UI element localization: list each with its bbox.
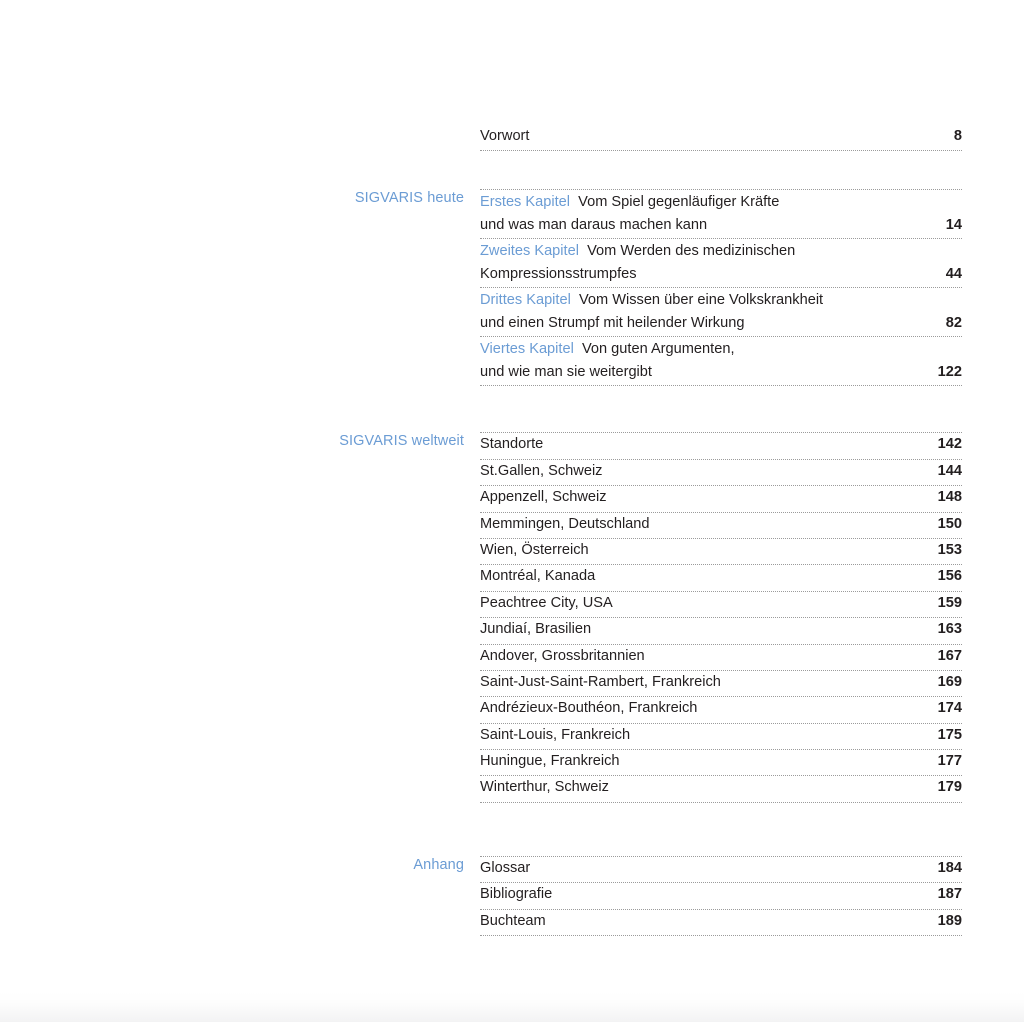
toc-row-entry[interactable]: Memmingen, Deutschland 150 [480, 513, 962, 539]
chapter-number-label: Drittes Kapitel [480, 292, 571, 309]
entry-page-number: 142 [937, 436, 962, 453]
toc-row-entry[interactable]: Saint-Just-Saint-Rambert, Frankreich 169 [480, 671, 962, 698]
entry-title: St.Gallen, Schweiz [480, 462, 603, 479]
entry-page-number: 177 [937, 753, 962, 770]
entry-title: Andrézieux-Bouthéon, Frankreich [480, 700, 698, 717]
entry-page-number: 179 [937, 779, 962, 796]
toc-row-entry[interactable]: Standorte 142 [480, 432, 962, 460]
entry-title: Montréal, Kanada [480, 568, 596, 585]
toc-row-chapter[interactable]: Viertes Kapitel Von guten Argumenten, und… [480, 337, 962, 387]
toc-row-entry[interactable]: Andover, Grossbritannien 167 [480, 645, 962, 671]
toc-row-entry[interactable]: Jundiaí, Brasilien 163 [480, 618, 962, 645]
entry-page-number: 169 [937, 673, 962, 690]
entry-title: Saint-Louis, Frankreich [480, 726, 631, 743]
chapter-title-line1: Vom Wissen über eine Volkskrankheit [578, 292, 824, 309]
entry-title: Andover, Grossbritannien [480, 647, 645, 664]
sections-host: SIGVARIS heute Erstes Kapitel Vom Spiel g… [0, 189, 1024, 937]
entry-page-number: 14 [945, 217, 962, 234]
section-label: SIGVARIS heute [354, 190, 464, 207]
entry-page-number: 184 [937, 859, 962, 876]
entry-page-number: 82 [945, 315, 962, 332]
toc-row-entry[interactable]: Huningue, Frankreich 177 [480, 750, 962, 777]
entry-page-number: 189 [937, 912, 962, 929]
toc-row-chapter[interactable]: Zweites Kapitel Vom Werden des medizinis… [480, 239, 962, 289]
section-label: Anhang [413, 856, 464, 873]
toc-row-entry[interactable]: Bibliografie 187 [480, 883, 962, 910]
entry-page-number: 174 [937, 700, 962, 717]
entry-page-number: 150 [937, 515, 962, 532]
section-spacer [0, 386, 1024, 432]
entry-page-number: 8 [953, 128, 962, 144]
chapter-title-line2: Kompressionsstrumpfes [480, 266, 637, 283]
chapter-title-line2: und was man daraus machen kann [480, 217, 708, 234]
chapter-title-line2: und einen Strumpf mit heilender Wirkung [480, 315, 745, 332]
section-spacer [0, 151, 1024, 189]
chapter-number-label: Erstes Kapitel [480, 194, 571, 211]
entry-title: Standorte [480, 436, 544, 453]
toc-row-entry[interactable]: Montréal, Kanada 156 [480, 565, 962, 592]
section-label: SIGVARIS weltweit [339, 433, 464, 450]
entry-title: Glossar [480, 859, 531, 876]
entry-title: Appenzell, Schweiz [480, 489, 607, 506]
entry-title: Jundiaí, Brasilien [480, 621, 592, 638]
entry-title: Huningue, Frankreich [480, 753, 620, 770]
entry-page-number: 163 [937, 621, 962, 638]
entry-title: Buchteam [480, 912, 546, 929]
entry-page-number: 187 [937, 886, 962, 903]
section-rows: Glossar 184 Bibliografie 187 Buchteam 189 [480, 855, 962, 937]
chapter-number-label: Zweites Kapitel [480, 243, 579, 260]
preface-rows: Vorwort 8 [480, 125, 962, 152]
toc-row-chapter[interactable]: Drittes Kapitel Vom Wissen über eine Vol… [480, 288, 962, 338]
entry-title: Winterthur, Schweiz [480, 779, 609, 796]
chapter-title-line1: Vom Spiel gegenläufiger Kräfte [578, 194, 780, 211]
chapter-title-line1: Von guten Argumenten, [581, 341, 735, 358]
toc-row-entry[interactable]: Glossar 184 [480, 855, 962, 884]
toc-row-chapter[interactable]: Erstes Kapitel Vom Spiel gegenläufiger K… [480, 189, 962, 240]
chapter-number-label: Viertes Kapitel [480, 341, 574, 358]
toc-row-entry[interactable]: Appenzell, Schweiz 148 [480, 486, 962, 513]
toc-row-entry[interactable]: Andrézieux-Bouthéon, Frankreich 174 [480, 697, 962, 724]
toc-row-entry[interactable]: St.Gallen, Schweiz 144 [480, 460, 962, 487]
section-anhang: Anhang Glossar 184 Bibliografie 187 Buchteam 1… [0, 855, 1024, 937]
section-preface: Vorwort 8 [0, 125, 1024, 152]
toc-row-entry[interactable]: Buchteam 189 [480, 910, 962, 937]
entry-title: Memmingen, Deutschland [480, 515, 650, 532]
entry-title: Wien, Österreich [480, 541, 589, 558]
entry-page-number: 44 [945, 266, 962, 283]
top-spacer [0, 0, 1024, 125]
entry-page-number: 156 [937, 568, 962, 585]
entry-title: Bibliografie [480, 886, 553, 903]
entry-title: Vorwort [480, 128, 530, 144]
entry-page-number: 148 [937, 489, 962, 506]
table-of-contents: Vorwort 8 SIGVARIS heute Erstes Kapitel V… [0, 0, 1024, 937]
entry-page-number: 144 [937, 462, 962, 479]
toc-row-entry[interactable]: Saint-Louis, Frankreich 175 [480, 724, 962, 751]
entry-page-number: 153 [937, 541, 962, 558]
chapter-title-line1: Vom Werden des medizinischen [587, 243, 796, 260]
toc-row-entry[interactable]: Winterthur, Schweiz 179 [480, 776, 962, 803]
toc-row-entry[interactable]: Wien, Österreich 153 [480, 539, 962, 566]
entry-page-number: 167 [937, 647, 962, 664]
entry-page-number: 122 [937, 364, 962, 381]
chapter-title-line2: und wie man sie weitergibt [480, 364, 652, 381]
entry-page-number: 159 [937, 594, 962, 611]
section-spacer [0, 803, 1024, 856]
entry-page-number: 175 [937, 726, 962, 743]
toc-row-preface[interactable]: Vorwort 8 [480, 125, 962, 152]
section-sigvaris-heute: SIGVARIS heute Erstes Kapitel Vom Spiel g… [0, 189, 1024, 387]
entry-title: Peachtree City, USA [480, 594, 613, 611]
toc-row-entry[interactable]: Peachtree City, USA 159 [480, 592, 962, 619]
section-rows: Erstes Kapitel Vom Spiel gegenläufiger K… [480, 189, 962, 387]
entry-title: Saint-Just-Saint-Rambert, Frankreich [480, 673, 721, 690]
page-bottom-edge [0, 992, 1024, 1022]
section-sigvaris-weltweit: SIGVARIS weltweit Standorte 142 St.Gallen, … [0, 432, 1024, 803]
section-rows: Standorte 142 St.Gallen, Schweiz 144 Appenze… [480, 432, 962, 803]
